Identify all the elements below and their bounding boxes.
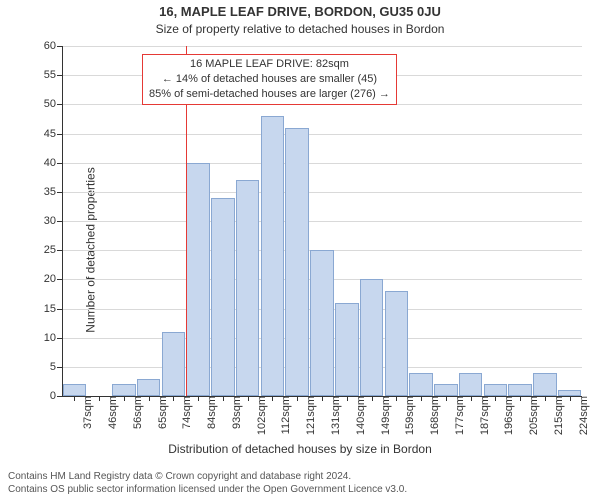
gridline	[62, 46, 582, 47]
x-tick-label: 74sqm	[177, 396, 193, 429]
y-tick-label: 25	[44, 244, 62, 256]
x-tick-label: 102sqm	[252, 396, 268, 435]
y-tick-label: 10	[44, 332, 62, 344]
x-tick-label: 205sqm	[524, 396, 540, 435]
plot-area: 05101520253035404550556037sqm46sqm56sqm6…	[62, 46, 582, 396]
histogram-bar	[484, 384, 508, 396]
x-tick-label: 37sqm	[78, 396, 94, 429]
footer-line-2: Contains OS public sector information li…	[8, 484, 407, 497]
histogram-bar	[137, 379, 161, 397]
x-tick-label: 140sqm	[351, 396, 367, 435]
y-tick-label: 50	[44, 98, 62, 110]
x-tick-label: 168sqm	[425, 396, 441, 435]
x-tick-label: 112sqm	[276, 396, 292, 434]
x-tick-label: 131sqm	[326, 396, 342, 435]
histogram-bar	[434, 384, 458, 396]
histogram-bar	[261, 116, 285, 396]
annotation-line: 85% of semi-detached houses are larger (…	[149, 87, 390, 102]
x-tick-label: 187sqm	[475, 396, 491, 435]
x-tick-label: 93sqm	[227, 396, 243, 429]
x-tick-label: 56sqm	[128, 396, 144, 429]
y-tick-label: 30	[44, 215, 62, 227]
histogram-bar	[335, 303, 359, 396]
y-tick-label: 5	[50, 361, 62, 373]
y-tick-label: 60	[44, 40, 62, 52]
y-tick-label: 35	[44, 186, 62, 198]
histogram-bar	[508, 384, 532, 396]
histogram-bar	[360, 279, 384, 396]
x-axis-line	[62, 396, 582, 397]
y-tick-label: 55	[44, 69, 62, 81]
chart-title: 16, MAPLE LEAF DRIVE, BORDON, GU35 0JU	[0, 4, 600, 19]
histogram-bar	[211, 198, 235, 396]
histogram-bar	[533, 373, 557, 396]
x-tick-label: 121sqm	[301, 396, 317, 435]
x-tick-label: 65sqm	[153, 396, 169, 429]
x-axis-label: Distribution of detached houses by size …	[0, 442, 600, 456]
histogram-bar	[409, 373, 433, 396]
gridline	[62, 134, 582, 135]
x-tick-label: 224sqm	[574, 396, 590, 435]
chart-container: { "title": "16, MAPLE LEAF DRIVE, BORDON…	[0, 0, 600, 500]
y-tick-label: 0	[50, 390, 62, 402]
histogram-bar	[112, 384, 136, 396]
y-tick-label: 40	[44, 157, 62, 169]
x-tick-label: 196sqm	[499, 396, 515, 435]
histogram-bar	[459, 373, 483, 396]
annotation-box: 16 MAPLE LEAF DRIVE: 82sqm← 14% of detac…	[142, 54, 397, 105]
x-tick-label: 84sqm	[202, 396, 218, 429]
footer-attribution: Contains HM Land Registry data © Crown c…	[8, 471, 407, 496]
histogram-bar	[63, 384, 87, 396]
chart-subtitle: Size of property relative to detached ho…	[0, 22, 600, 36]
x-tick-label: 177sqm	[450, 396, 466, 435]
x-tick-label: 46sqm	[103, 396, 119, 429]
annotation-line: ← 14% of detached houses are smaller (45…	[149, 72, 390, 87]
histogram-bar	[310, 250, 334, 396]
y-tick-label: 45	[44, 128, 62, 140]
histogram-bar	[236, 180, 260, 396]
gridline	[62, 221, 582, 222]
histogram-bar	[385, 291, 409, 396]
y-tick-label: 20	[44, 273, 62, 285]
histogram-bar	[186, 163, 210, 396]
annotation-line: 16 MAPLE LEAF DRIVE: 82sqm	[149, 57, 390, 72]
gridline	[62, 192, 582, 193]
x-tick-label: 149sqm	[376, 396, 392, 435]
x-tick-label: 215sqm	[549, 396, 565, 435]
footer-line-1: Contains HM Land Registry data © Crown c…	[8, 471, 407, 484]
histogram-bar	[285, 128, 309, 396]
x-tick-label: 159sqm	[400, 396, 416, 435]
gridline	[62, 163, 582, 164]
y-tick-label: 15	[44, 303, 62, 315]
y-axis-line	[62, 46, 63, 396]
histogram-bar	[162, 332, 186, 396]
